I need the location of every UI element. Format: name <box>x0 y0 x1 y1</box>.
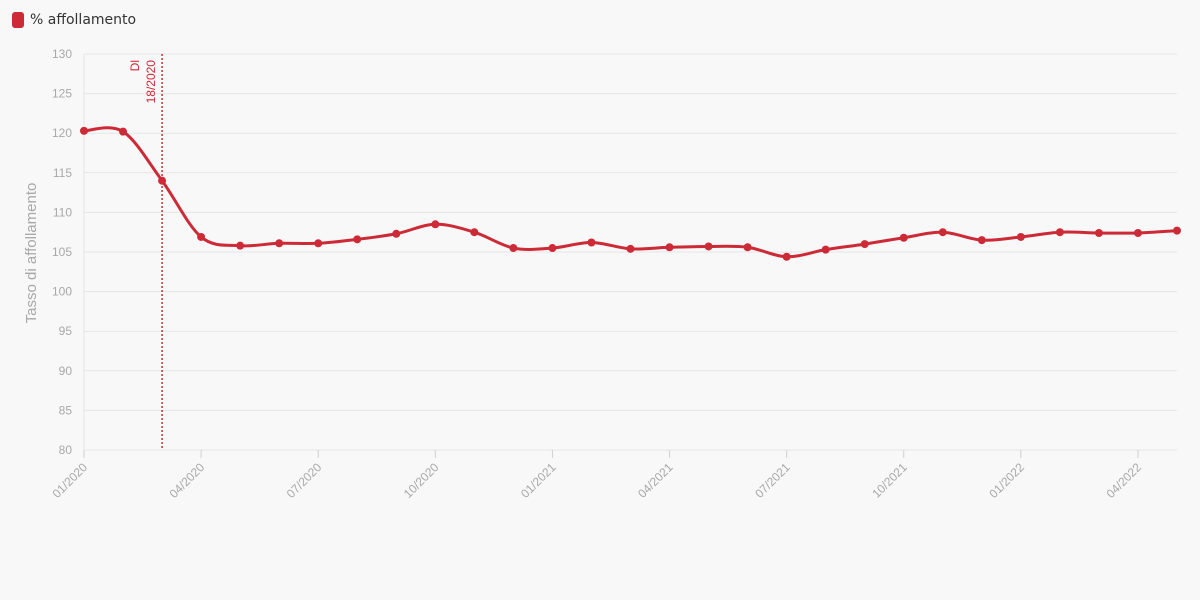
data-point[interactable] <box>353 235 362 244</box>
data-point[interactable] <box>1133 228 1142 237</box>
x-tick-label: 10/2021 <box>869 460 910 501</box>
x-tick-label: 10/2020 <box>401 460 442 501</box>
data-point[interactable] <box>158 176 167 185</box>
annotation-label-line: 18/2020 <box>144 60 158 104</box>
x-axis: 01/2020 04/2020 07/2020 10/2020 01/2021 04/20… <box>50 450 1145 501</box>
data-point[interactable] <box>938 228 947 237</box>
data-point[interactable] <box>1094 228 1103 237</box>
gridlines <box>83 53 1177 451</box>
y-tick-label: 125 <box>52 87 72 101</box>
y-axis-label: Tasso di affollamento <box>23 183 40 324</box>
data-point[interactable] <box>860 240 869 249</box>
data-point[interactable] <box>704 242 713 251</box>
x-tick-label: 04/2021 <box>635 460 676 501</box>
x-tick-label: 01/2022 <box>986 460 1027 501</box>
data-point[interactable] <box>743 243 752 252</box>
y-tick-label: 120 <box>52 126 72 140</box>
data-point[interactable] <box>587 238 596 247</box>
y-tick-label: 90 <box>59 364 73 378</box>
y-tick-label: 80 <box>59 443 73 457</box>
data-point[interactable] <box>899 233 908 242</box>
data-point[interactable] <box>782 252 791 261</box>
series-layer <box>80 126 1181 261</box>
data-point[interactable] <box>509 244 518 253</box>
legend-label[interactable]: % affollamento <box>30 12 137 28</box>
data-point[interactable] <box>236 241 245 250</box>
data-point[interactable] <box>119 127 128 136</box>
x-tick-label: 01/2021 <box>518 460 559 501</box>
data-point[interactable] <box>665 243 674 252</box>
y-tick-label: 110 <box>53 205 72 219</box>
y-tick-label: 95 <box>59 324 73 338</box>
data-point[interactable] <box>431 220 440 229</box>
data-point[interactable] <box>1055 228 1064 237</box>
y-tick-label: 100 <box>52 285 72 299</box>
annotation-label: Dl 18/2020 <box>128 60 158 104</box>
data-point[interactable] <box>977 236 986 245</box>
x-tick-label: 07/2020 <box>284 460 325 501</box>
y-axis: 80 85 90 95 100 105 110 115 120 125 130 <box>52 47 72 457</box>
series-line <box>83 126 1178 259</box>
data-point[interactable] <box>548 244 557 253</box>
data-point[interactable] <box>80 126 88 135</box>
x-tick-label: 04/2020 <box>167 460 208 501</box>
annotation-label-line: Dl <box>128 60 142 71</box>
legend-swatch <box>12 12 24 28</box>
annotation-layer: Dl 18/2020 <box>128 54 163 450</box>
x-tick-label: 07/2021 <box>752 460 793 501</box>
data-point[interactable] <box>1016 232 1025 241</box>
chart-legend: % affollamento <box>12 12 136 28</box>
data-point[interactable] <box>197 232 206 241</box>
data-point[interactable] <box>821 245 830 254</box>
x-tick-label: 04/2022 <box>1104 460 1145 501</box>
y-tick-label: 105 <box>52 245 72 259</box>
y-tick-label: 85 <box>59 403 73 417</box>
x-tick-label: 01/2020 <box>50 460 91 501</box>
data-point[interactable] <box>470 228 479 237</box>
data-point[interactable] <box>1173 226 1181 235</box>
data-point[interactable] <box>275 239 284 248</box>
data-point[interactable] <box>626 244 635 253</box>
y-tick-label: 130 <box>52 47 72 61</box>
data-point[interactable] <box>314 239 323 248</box>
y-tick-label: 115 <box>53 166 72 180</box>
data-point[interactable] <box>392 229 401 238</box>
